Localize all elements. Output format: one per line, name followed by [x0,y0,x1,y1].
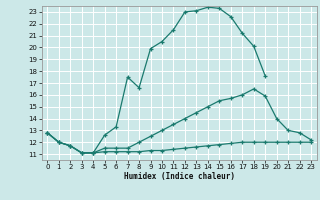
X-axis label: Humidex (Indice chaleur): Humidex (Indice chaleur) [124,172,235,181]
